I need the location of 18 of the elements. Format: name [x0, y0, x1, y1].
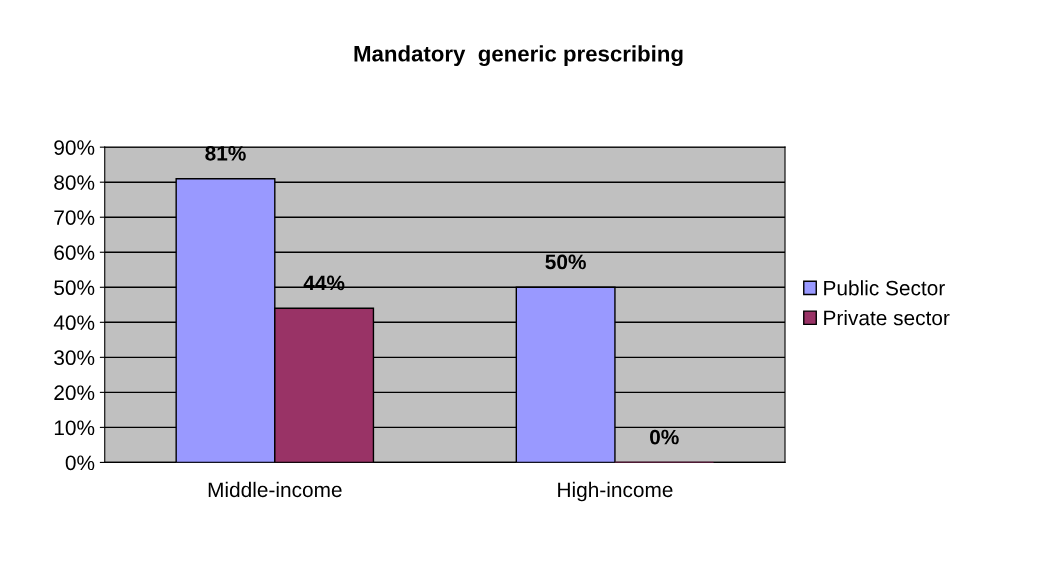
chart-title: Mandatory generic prescribing [354, 45, 683, 67]
y-tick-label: 0% [65, 455, 95, 471]
x-tick-label: High-income [558, 481, 673, 502]
y-tick-label: 20% [54, 385, 95, 401]
y-tick-label: 90% [54, 140, 95, 155]
data-label: 81% [205, 145, 246, 161]
y-tick-label: 30% [54, 350, 95, 366]
y-tick-label: 50% [54, 280, 95, 296]
legend-label: Public Sector [824, 280, 945, 296]
data-label: 0% [650, 429, 679, 445]
y-tick-label: 60% [54, 245, 95, 260]
x-tick-label: Middle-income [208, 481, 342, 498]
legend-label: Private sector [824, 310, 950, 326]
y-tick-label: 80% [54, 175, 95, 190]
y-tick-label: 10% [54, 420, 95, 436]
y-tick-label: 70% [54, 210, 95, 225]
y-tick-label: 40% [53, 315, 95, 331]
data-label: 50% [545, 254, 586, 270]
